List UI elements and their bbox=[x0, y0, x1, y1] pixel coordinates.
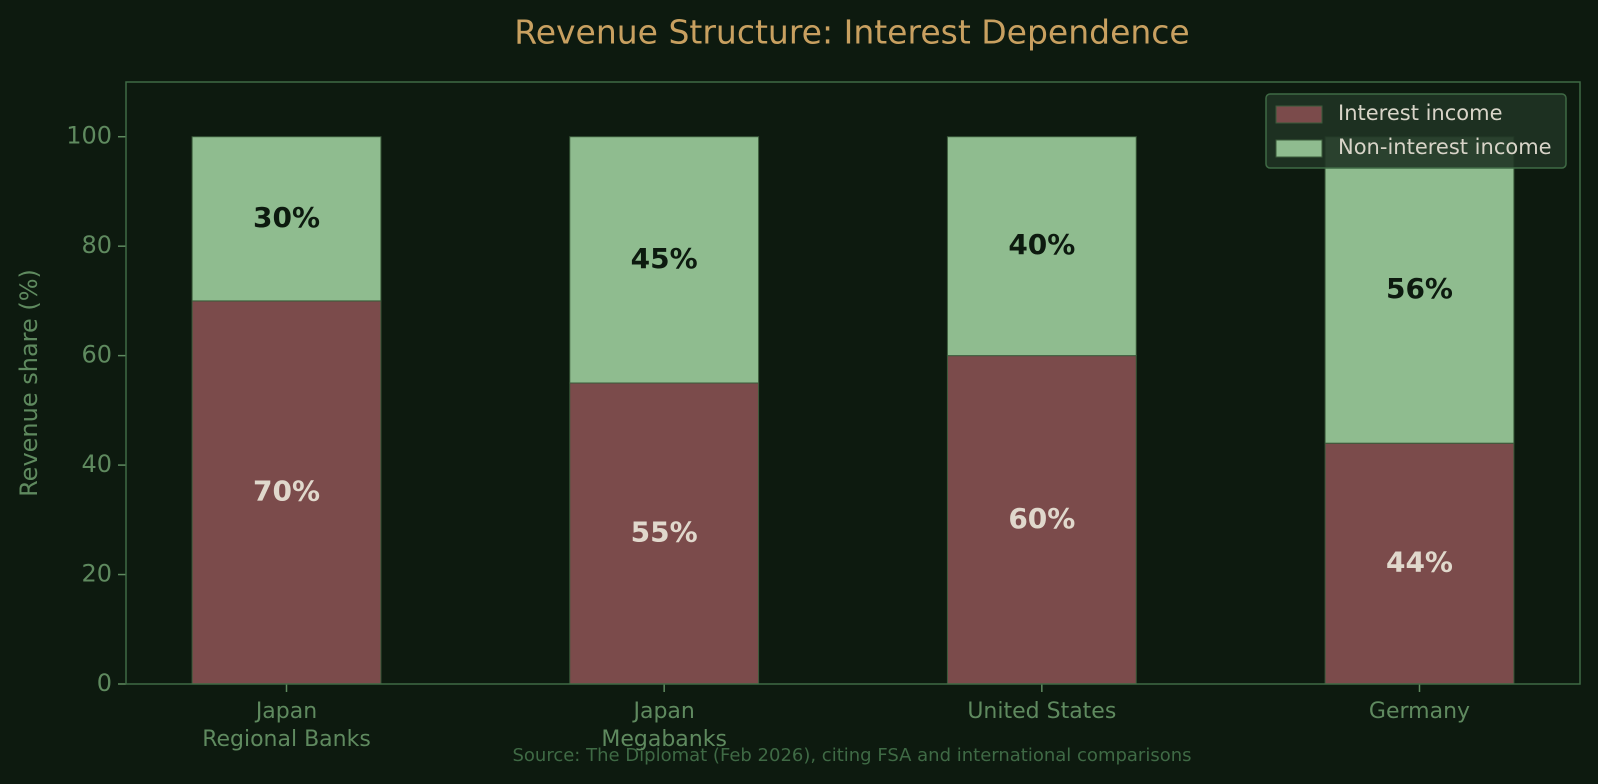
source-note: Source: The Diplomat (Feb 2026), citing … bbox=[512, 745, 1191, 766]
y-tick-label: 80 bbox=[81, 231, 112, 259]
bar-segment bbox=[1324, 136, 1515, 444]
data-label: 45% bbox=[631, 242, 698, 275]
bar-segment bbox=[569, 136, 760, 384]
chart-title: Revenue Structure: Interest Dependence bbox=[514, 13, 1189, 52]
y-tick-label: 0 bbox=[97, 669, 112, 697]
y-tick-label: 20 bbox=[81, 560, 112, 588]
x-tick-label: United States bbox=[967, 699, 1116, 724]
x-tick-label: Japan Megabanks bbox=[601, 699, 727, 752]
data-label: 40% bbox=[1008, 228, 1075, 261]
data-label: 56% bbox=[1386, 272, 1453, 305]
bar-segment bbox=[946, 136, 1137, 357]
y-tick-label: 100 bbox=[66, 122, 112, 150]
data-label: 30% bbox=[253, 201, 320, 234]
legend-swatch bbox=[1275, 139, 1323, 158]
legend-swatch bbox=[1275, 105, 1323, 124]
y-axis-label: Revenue share (%) bbox=[15, 269, 43, 497]
data-label: 70% bbox=[253, 474, 320, 507]
bar-segment bbox=[569, 382, 760, 685]
data-label: 44% bbox=[1386, 546, 1453, 579]
x-tick-label: Japan Regional Banks bbox=[202, 699, 371, 752]
plot-frame bbox=[125, 81, 1581, 685]
data-label: 60% bbox=[1008, 502, 1075, 535]
bar-segment bbox=[191, 136, 382, 302]
x-tick-label: Germany bbox=[1369, 699, 1470, 724]
y-tick-label: 40 bbox=[81, 450, 112, 478]
legend-label: Non-interest income bbox=[1338, 135, 1552, 159]
bar-segment bbox=[946, 355, 1137, 685]
legend-box bbox=[1265, 93, 1567, 169]
legend-label: Interest income bbox=[1338, 101, 1503, 125]
data-label: 55% bbox=[631, 516, 698, 549]
y-tick-label: 60 bbox=[81, 341, 112, 369]
bar-segment bbox=[191, 300, 382, 685]
bar-segment bbox=[1324, 442, 1515, 685]
